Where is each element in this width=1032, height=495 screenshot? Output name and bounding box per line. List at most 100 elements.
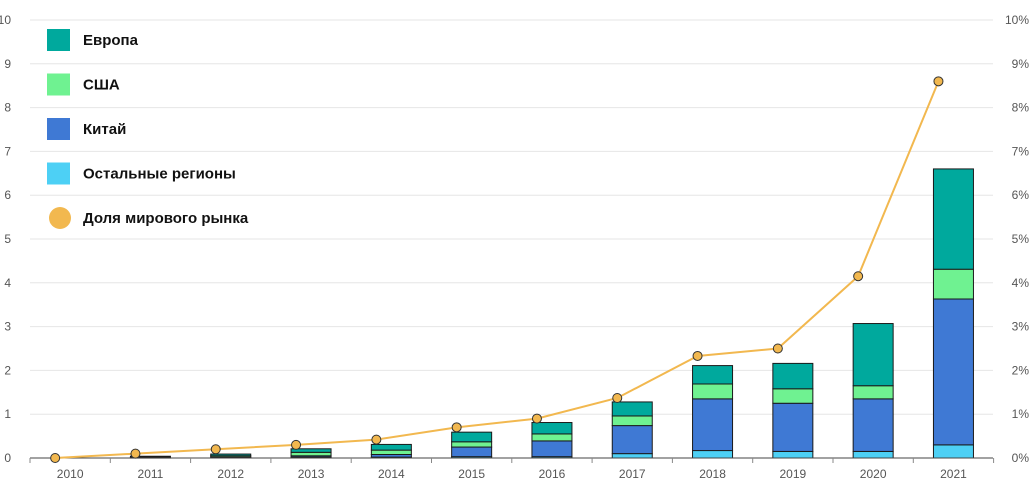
bar-segment xyxy=(451,446,493,458)
bar-segment xyxy=(611,401,653,417)
bar-segment xyxy=(932,268,974,300)
share-point xyxy=(210,444,221,455)
bar-segment xyxy=(852,398,894,452)
y-tick-right: 4% xyxy=(1012,276,1030,290)
x-tick-label: 2018 xyxy=(699,467,726,481)
bars xyxy=(129,168,974,459)
x-tick-label: 2013 xyxy=(298,467,325,481)
x-tick-label: 2016 xyxy=(539,467,566,481)
x-tick-label: 2019 xyxy=(779,467,806,481)
y-tick-right: 3% xyxy=(1012,320,1030,334)
y-tick-left: 1 xyxy=(4,407,11,421)
share-point xyxy=(853,271,864,282)
share-point xyxy=(371,434,382,445)
legend-label: Китай xyxy=(83,121,126,138)
share-point xyxy=(50,453,61,463)
y-tick-left: 0 xyxy=(4,451,11,465)
bar-segment xyxy=(210,453,252,457)
y-tick-left: 6 xyxy=(4,188,11,202)
legend-item: США xyxy=(47,73,120,96)
x-tick-label: 2017 xyxy=(619,467,646,481)
right-axis: 0% 1% 2% 3% 4% 5% 6% 7% 8% 9% 10% xyxy=(1005,13,1029,465)
bar-segment xyxy=(531,440,573,458)
share-point xyxy=(130,448,141,459)
y-tick-left: 7 xyxy=(4,144,11,158)
share-point xyxy=(692,350,703,361)
y-tick-left: 2 xyxy=(4,363,11,377)
bar-segment xyxy=(852,385,894,400)
y-tick-right: 8% xyxy=(1012,101,1030,115)
y-tick-left: 9 xyxy=(4,57,11,71)
x-tick-label: 2012 xyxy=(217,467,244,481)
bar-segment xyxy=(932,168,974,270)
bar-segment xyxy=(772,362,814,390)
bar-segment xyxy=(611,453,653,459)
x-tick-label: 2014 xyxy=(378,467,405,481)
legend-label: Европа xyxy=(83,32,139,49)
bar-segment xyxy=(692,383,734,400)
legend-swatch xyxy=(47,118,70,140)
share-point xyxy=(531,413,542,424)
bar-segment xyxy=(129,455,171,458)
legend-item: Европа xyxy=(47,29,139,51)
y-tick-left: 3 xyxy=(4,320,11,334)
bar-segment xyxy=(692,398,734,452)
bar-segment xyxy=(611,415,653,427)
bar-segment xyxy=(451,431,493,443)
share-point xyxy=(933,76,944,87)
share-line xyxy=(50,76,944,463)
legend-swatch xyxy=(47,29,70,51)
bar-segment xyxy=(290,448,332,453)
bar-segment xyxy=(932,298,974,446)
y-tick-left: 10 xyxy=(0,13,11,27)
bar-segment xyxy=(772,402,814,452)
legend-label: Остальные регионы xyxy=(83,166,236,183)
share-point xyxy=(772,343,783,354)
bar-segment xyxy=(772,450,814,459)
share-point xyxy=(451,422,462,433)
bar-segment xyxy=(852,323,894,387)
y-tick-right: 7% xyxy=(1012,144,1030,158)
y-tick-right: 2% xyxy=(1012,363,1030,377)
bar-segment xyxy=(370,443,412,451)
legend-label: Доля мирового рынка xyxy=(83,210,249,227)
x-tick-label: 2011 xyxy=(138,467,164,481)
x-tick-label: 2021 xyxy=(940,467,967,481)
legend-item: Остальные регионы xyxy=(47,162,236,185)
bar-segment xyxy=(852,450,894,459)
grid xyxy=(30,19,993,415)
y-tick-left: 8 xyxy=(4,101,11,115)
x-tick-label: 2015 xyxy=(458,467,485,481)
y-tick-right: 1% xyxy=(1012,407,1030,421)
share-line-path xyxy=(55,80,940,459)
legend-label: США xyxy=(83,77,120,94)
y-tick-right: 10% xyxy=(1005,13,1029,27)
bar-segment xyxy=(932,444,974,459)
share-point xyxy=(612,392,623,403)
bar-segment xyxy=(531,433,573,442)
bar-segment xyxy=(531,422,573,435)
legend: Европа США Китай Остальные регионы Доля миро… xyxy=(47,29,249,229)
legend-swatch xyxy=(47,162,70,185)
y-tick-right: 6% xyxy=(1012,188,1030,202)
y-tick-right: 0% xyxy=(1012,451,1030,465)
bar-segment xyxy=(692,450,734,459)
x-tick-label: 2010 xyxy=(57,467,84,481)
y-tick-left: 4 xyxy=(4,276,11,290)
left-axis: 0 1 2 3 4 5 6 7 8 9 10 xyxy=(0,13,11,465)
y-tick-right: 9% xyxy=(1012,57,1030,71)
bar-segment xyxy=(772,388,814,404)
legend-swatch xyxy=(47,73,70,96)
bar-segment xyxy=(290,451,332,457)
y-tick-left: 5 xyxy=(4,232,11,246)
x-tick-label: 2020 xyxy=(860,467,887,481)
x-axis: 2010 2011 2012 2013 2014 2015 2016 2017 2018 2019… xyxy=(29,457,995,481)
bar-segment xyxy=(692,365,734,385)
share-point xyxy=(291,439,302,450)
legend-item: Доля мирового рынка xyxy=(49,207,249,229)
bar-segment xyxy=(611,425,653,455)
legend-marker xyxy=(49,207,71,229)
y-tick-right: 5% xyxy=(1012,232,1030,246)
bar-segment xyxy=(451,441,493,448)
